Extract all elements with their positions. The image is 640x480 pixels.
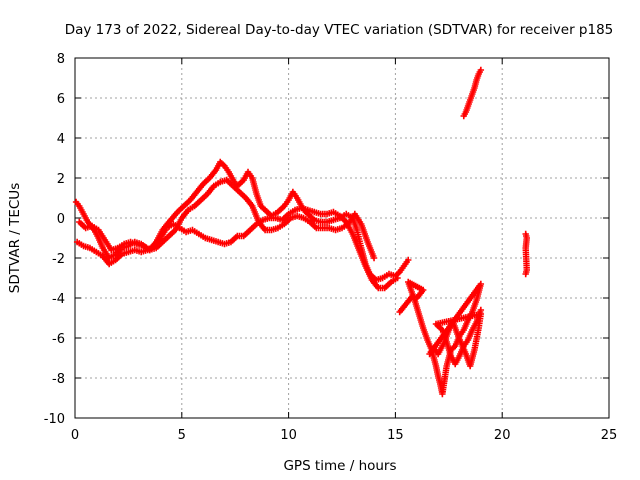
x-tick-label: 0 [71,428,79,443]
x-tick-label: 20 [494,428,511,443]
data-point [370,254,378,262]
series-track-e [460,66,485,120]
y-tick-label: -8 [52,372,65,387]
y-tick-label: 4 [57,132,65,147]
data-point [477,66,485,74]
x-tick-label: 10 [280,428,297,443]
data-point [394,274,401,282]
grid-lines [75,58,609,418]
y-tick-label: -6 [52,332,65,347]
x-tick-label: 25 [601,428,618,443]
y-tick-label: 6 [57,92,65,107]
y-tick-label: 0 [57,212,65,227]
y-tick-label: -4 [52,292,65,307]
series-track-d [396,278,485,398]
series-track-f [522,230,530,278]
chart-title: Day 173 of 2022, Sidereal Day-to-day VTE… [65,22,614,38]
plot-frame [74,57,610,419]
x-tick-label: 15 [387,428,404,443]
axis-ticks: 0 5 10 15 20 25 -10 -8 -6 -4 -2 0 2 4 6 8 [44,52,618,443]
data-marks [72,66,530,398]
x-axis-label: GPS time / hours [283,458,396,474]
data-point [522,270,529,278]
data-point [405,256,412,264]
series-track-c [76,176,378,262]
y-axis-label: SDTVAR / TECUs [7,183,23,293]
x-tick-label: 5 [178,428,186,443]
y-tick-label: 2 [57,172,65,187]
y-tick-label: -2 [52,252,65,267]
y-tick-label: 8 [57,52,65,67]
data-point [477,306,485,314]
y-tick-label: -10 [44,412,65,427]
